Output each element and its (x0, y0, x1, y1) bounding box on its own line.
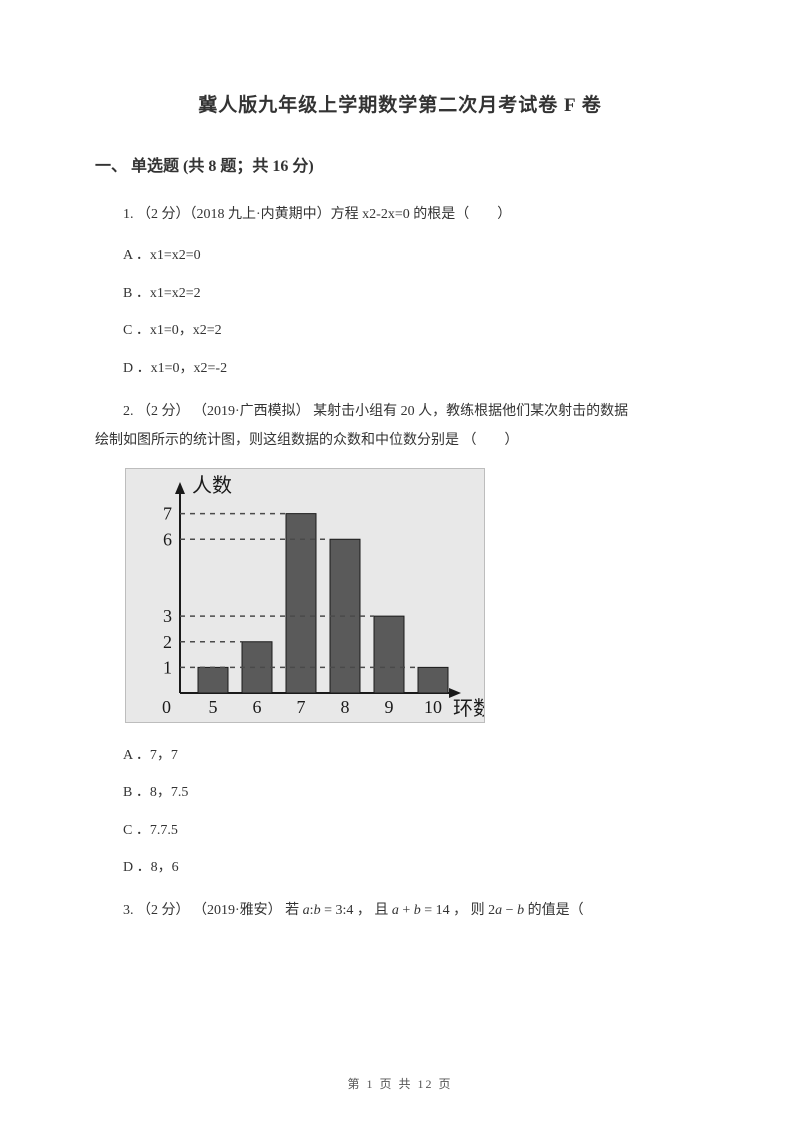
svg-text:9: 9 (385, 697, 394, 717)
svg-text:6: 6 (253, 697, 262, 717)
q3-b1: b (314, 903, 321, 918)
q3-mid1: ， 且 (353, 903, 392, 918)
svg-text:10: 10 (424, 697, 442, 717)
q3-suffix: 的值是（ (524, 903, 584, 918)
q3-mid2: ， 则 (450, 903, 489, 918)
q1-option-c: C ．x1=0，x2=2 (95, 316, 705, 345)
q3-prefix: 3. （2 分） （2019·雅安） 若 (123, 903, 303, 918)
page-footer: 第 1 页 共 12 页 (0, 1075, 800, 1092)
q3-stem: 3. （2 分） （2019·雅安） 若 a:b = 3:4 ， 且 a + b… (95, 896, 705, 925)
bar-chart: 人数环数 0 5 6 7 8 9 10 1 2 3 6 7 (125, 468, 485, 723)
q3-a2: a (392, 903, 399, 918)
q2-option-a: A ．7，7 (95, 741, 705, 770)
q2-line1: 2. （2 分） （2019·广西模拟） 某射击小组有 20 人，教练根据他们某… (95, 397, 705, 426)
q1-stem: 1. （2 分）（2018 九上·内黄期中）方程 x2-2x=0 的根是（ ） (95, 200, 705, 229)
q3-a1: a (303, 903, 310, 918)
q3-plus: + (399, 903, 414, 918)
page-title: 冀人版九年级上学期数学第二次月考试卷 F 卷 (95, 90, 705, 117)
q3-minus: − (502, 903, 517, 918)
svg-text:7: 7 (163, 503, 172, 523)
q3-eq2: = 14 (421, 903, 450, 918)
q3-eq1: = 3:4 (321, 903, 354, 918)
svg-text:6: 6 (163, 529, 172, 549)
q1-option-d: D ．x1=0，x2=-2 (95, 354, 705, 383)
q2-option-d: D ．8，6 (95, 853, 705, 882)
section-header: 一、 单选题 (共 8 题；共 16 分) (95, 152, 705, 176)
svg-text:1: 1 (163, 657, 172, 677)
svg-text:3: 3 (163, 606, 172, 626)
q1-option-a: A ．x1=x2=0 (95, 241, 705, 270)
svg-text:5: 5 (209, 697, 218, 717)
q2-line2: 绘制如图所示的统计图，则这组数据的众数和中位数分别是 （ ） (95, 426, 705, 455)
svg-text:环数: 环数 (453, 697, 485, 720)
q3-b2: b (414, 903, 421, 918)
svg-text:0: 0 (162, 697, 171, 717)
svg-text:8: 8 (341, 697, 350, 717)
q2-stem: 2. （2 分） （2019·广西模拟） 某射击小组有 20 人，教练根据他们某… (95, 397, 705, 456)
q2-option-b: B ．8，7.5 (95, 778, 705, 807)
svg-text:人数: 人数 (192, 474, 232, 497)
q2-option-c: C ．7.7.5 (95, 816, 705, 845)
svg-text:2: 2 (163, 631, 172, 651)
svg-text:7: 7 (297, 697, 306, 717)
q1-option-b: B ．x1=x2=2 (95, 279, 705, 308)
